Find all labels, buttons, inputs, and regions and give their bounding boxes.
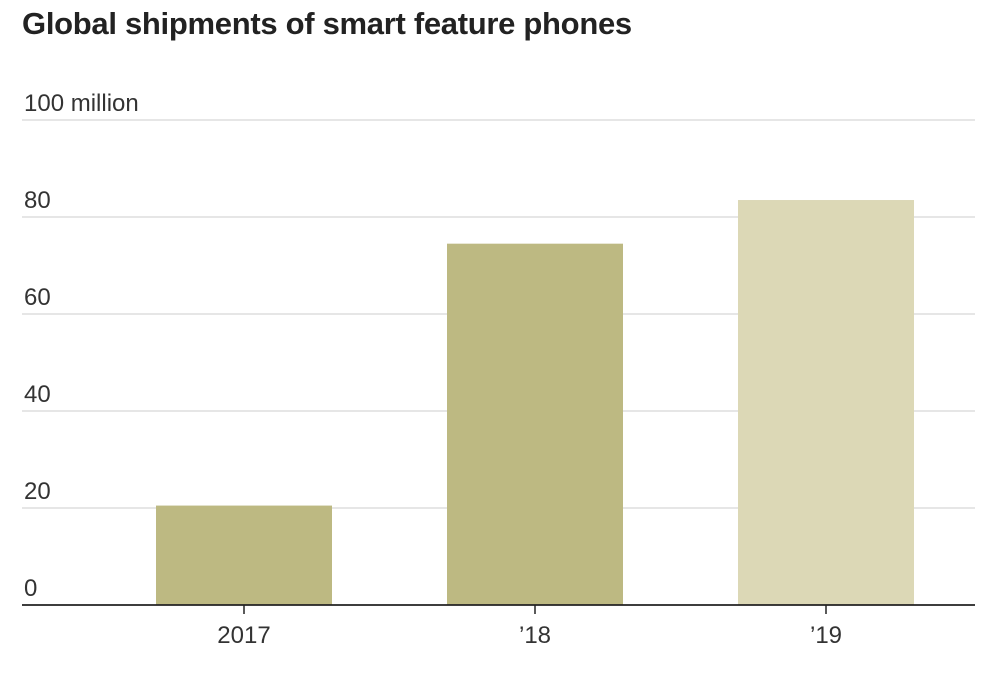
y-tick-label: 40 [24, 381, 51, 408]
bar-2 [447, 243, 623, 606]
bars [156, 200, 914, 606]
y-tick-label: 80 [24, 187, 51, 214]
x-axis: 2017 ’18 ’19 [217, 605, 842, 649]
bar-1 [156, 505, 332, 605]
x-tick-label: 2017 [217, 622, 270, 649]
y-tick-label: 100 million [24, 90, 139, 117]
y-tick-label: 0 [24, 575, 37, 602]
x-tick-label: ’18 [519, 622, 551, 649]
y-axis-tick-labels: 0 20 40 60 80 100 million [24, 90, 139, 602]
x-tick-label: ’19 [810, 622, 842, 649]
bar-3 [738, 200, 914, 605]
y-tick-label: 60 [24, 284, 51, 311]
y-tick-label: 20 [24, 478, 51, 505]
chart-title: Global shipments of smart feature phones [22, 6, 632, 41]
